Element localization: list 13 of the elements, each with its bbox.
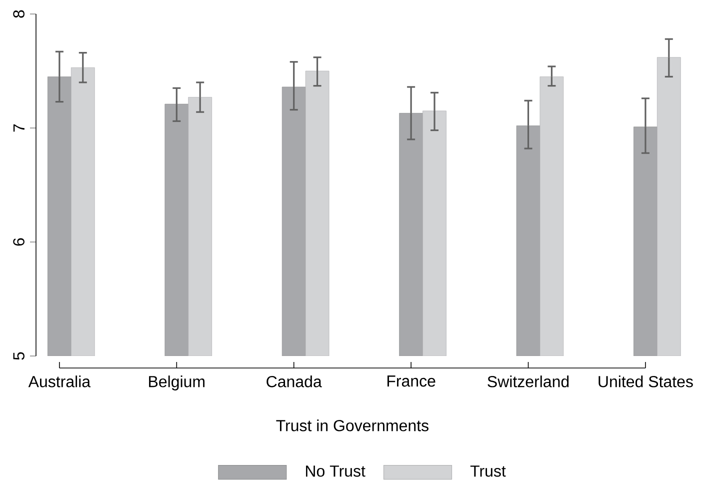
y-tick-label: 5	[13, 352, 24, 360]
x-tick-label: Belgium	[149, 376, 204, 390]
y-tick-label: 7	[13, 124, 24, 132]
y-tick-label: 8	[13, 10, 24, 18]
x-tick-label: Switzerland	[488, 376, 569, 388]
x-tick-label: France	[387, 376, 436, 387]
y-tick-label: 6	[13, 238, 24, 246]
x-tick-label: United States	[598, 376, 693, 388]
x-tick-label: Canada	[266, 376, 322, 388]
x-axis-title: Trust in Governments	[276, 420, 428, 432]
legend-label: No Trust	[306, 466, 366, 477]
legend-label: Trust	[470, 466, 506, 477]
x-tick-label: Australia	[28, 376, 91, 388]
